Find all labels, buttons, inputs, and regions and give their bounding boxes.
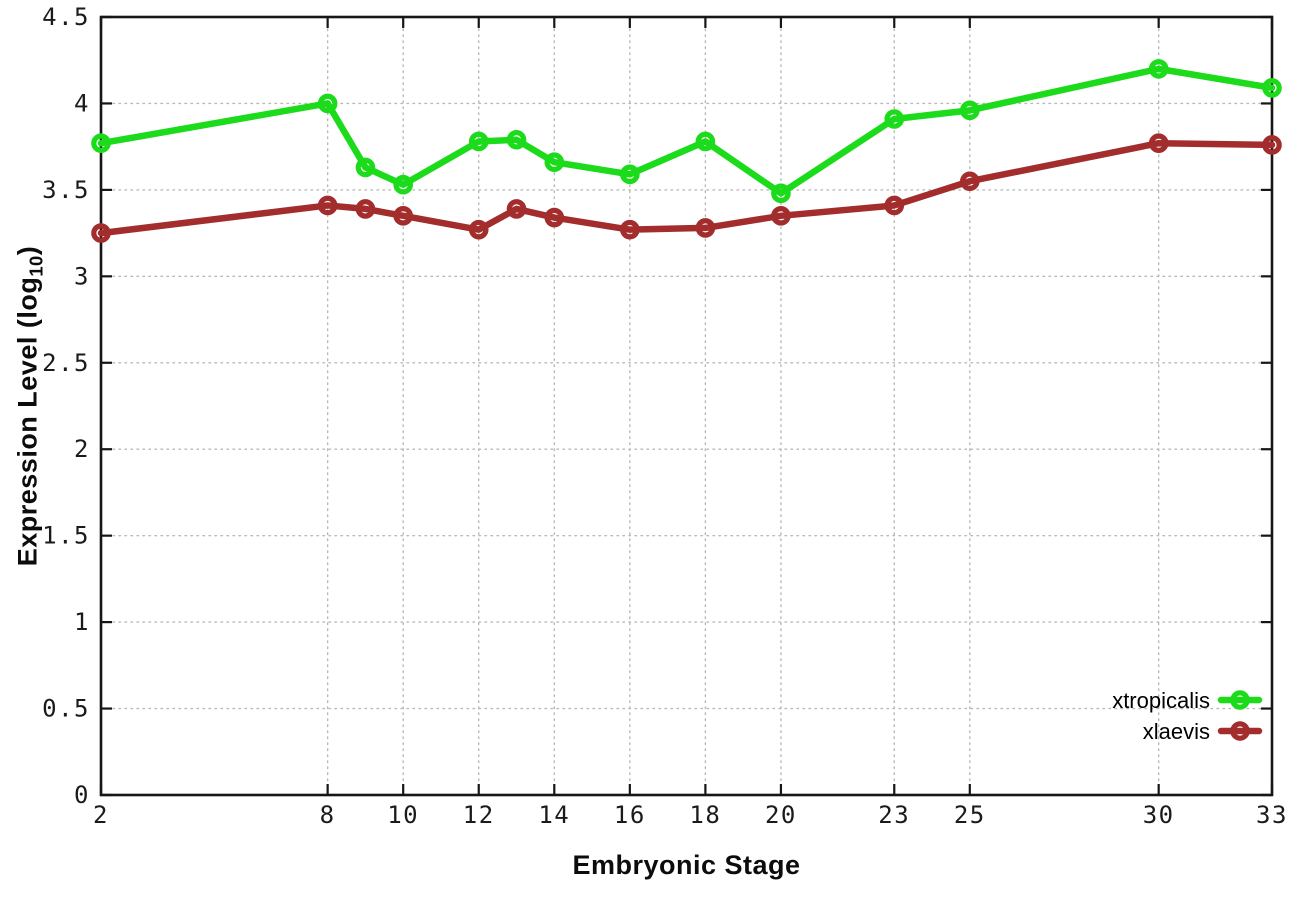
legend-marker-xlaevis — [1230, 721, 1250, 741]
data-point-xtropicalis-stage-30 — [1148, 59, 1169, 79]
data-point-xlaevis-stage-23 — [884, 195, 905, 216]
y-axis-title-text: Expression Level (log — [12, 276, 43, 567]
data-point-xlaevis-stage-18 — [695, 218, 716, 238]
data-point-xtropicalis-stage-25 — [960, 100, 980, 121]
data-point-xtropicalis-stage-18 — [695, 131, 716, 152]
y-tick-label: 3.5 — [42, 176, 90, 204]
y-axis-title: Expression Level (log10) — [12, 246, 47, 567]
x-tick-label: 16 — [614, 801, 646, 829]
data-point-xlaevis-stage-9 — [355, 199, 376, 219]
data-point-xtropicalis-stage-10 — [393, 174, 413, 195]
x-tick-label: 33 — [1256, 801, 1288, 829]
y-tick-label: 0.5 — [42, 695, 90, 723]
y-tick-label: 4 — [74, 89, 90, 117]
data-point-xtropicalis-stage-23 — [884, 109, 905, 129]
data-point-xlaevis-stage-12 — [468, 219, 489, 240]
legend-label-xtropicalis: xtropicalis — [1112, 688, 1210, 713]
x-tick-label: 20 — [765, 801, 797, 829]
series-line-xtropicalis — [97, 65, 1276, 197]
data-point-xlaevis-stage-14 — [544, 207, 565, 228]
plot-border — [99, 15, 1274, 797]
x-tick-label: 8 — [320, 801, 336, 829]
y-tick-label: 2 — [74, 435, 90, 463]
x-tick-label: 12 — [463, 801, 495, 829]
y-tick-label: 1 — [74, 608, 90, 636]
x-tick-label: 10 — [387, 801, 419, 829]
data-point-xlaevis-stage-8 — [317, 195, 338, 216]
y-tick-label: 3 — [74, 262, 90, 290]
x-tick-label: 14 — [538, 801, 570, 829]
data-point-xtropicalis-stage-8 — [317, 93, 338, 114]
y-tick-label: 2.5 — [42, 349, 90, 377]
data-point-xtropicalis-stage-12 — [468, 131, 489, 152]
legend-label-xlaevis: xlaevis — [1143, 719, 1210, 744]
y-tick-label: 1.5 — [42, 522, 90, 550]
data-point-xlaevis-stage-2 — [91, 223, 111, 243]
data-point-xlaevis-stage-20 — [771, 206, 791, 226]
data-point-xlaevis-stage-13 — [506, 199, 527, 219]
x-tick-label: 18 — [689, 801, 721, 829]
y-axis-title-subscript: 10 — [25, 255, 47, 277]
series-line-xlaevis — [97, 139, 1276, 237]
y-axis-title-close: ) — [12, 245, 43, 256]
x-tick-label: 23 — [878, 801, 910, 829]
data-point-xtropicalis-stage-9 — [355, 157, 376, 178]
data-point-xlaevis-stage-30 — [1148, 133, 1169, 154]
y-tick-label: 4.5 — [42, 3, 90, 31]
y-tick-label: 0 — [74, 781, 90, 809]
data-point-xlaevis-stage-16 — [620, 219, 640, 240]
legend-marker-xtropicalis — [1230, 690, 1250, 710]
data-point-xtropicalis-stage-16 — [620, 164, 640, 185]
data-point-xtropicalis-stage-20 — [771, 183, 791, 204]
data-point-xtropicalis-stage-2 — [91, 133, 111, 154]
data-point-xtropicalis-stage-33 — [1262, 78, 1282, 98]
data-point-xlaevis-stage-25 — [960, 171, 980, 192]
x-axis-title: Embryonic Stage — [572, 850, 801, 880]
x-tick-label: 30 — [1143, 801, 1175, 829]
x-tick-label: 25 — [954, 801, 986, 829]
data-point-xlaevis-stage-10 — [393, 206, 413, 226]
x-tick-label: 2 — [93, 801, 109, 829]
data-point-xtropicalis-stage-13 — [506, 129, 527, 150]
data-point-xlaevis-stage-33 — [1262, 135, 1282, 155]
data-point-xtropicalis-stage-14 — [544, 152, 565, 173]
